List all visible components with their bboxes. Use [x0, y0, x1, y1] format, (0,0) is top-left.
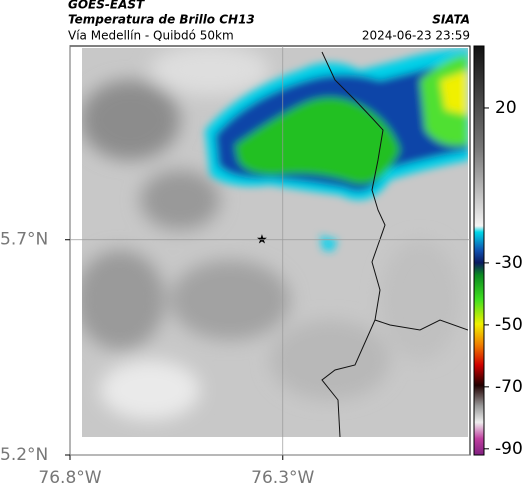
y-tick-label: 5.2°N: [0, 445, 48, 465]
y-tick-label: 5.7°N: [0, 230, 48, 250]
colorbar: [473, 45, 485, 456]
header: GOES-EAST Temperatura de Brillo CH13 Vía…: [68, 0, 470, 43]
satellite-image: [82, 48, 468, 437]
colorbar-tick-label: -30: [495, 253, 523, 273]
route: Vía Medellín - Quibdó 50km: [68, 29, 234, 43]
x-tick-label: 76.3°W: [251, 468, 314, 488]
colorbar-tick-label: -50: [495, 315, 523, 335]
colorbar-tick-label: 20: [495, 98, 517, 118]
colorbar-tick-label: -90: [495, 439, 523, 459]
colorbar-tick-label: -70: [495, 377, 523, 397]
source: GOES-EAST: [68, 0, 145, 12]
timestamp: 2024-06-23 23:59: [362, 29, 470, 43]
x-tick-label: 76.8°W: [38, 468, 101, 488]
product: Temperatura de Brillo CH13: [68, 13, 255, 27]
brand: SIATA: [432, 13, 470, 27]
